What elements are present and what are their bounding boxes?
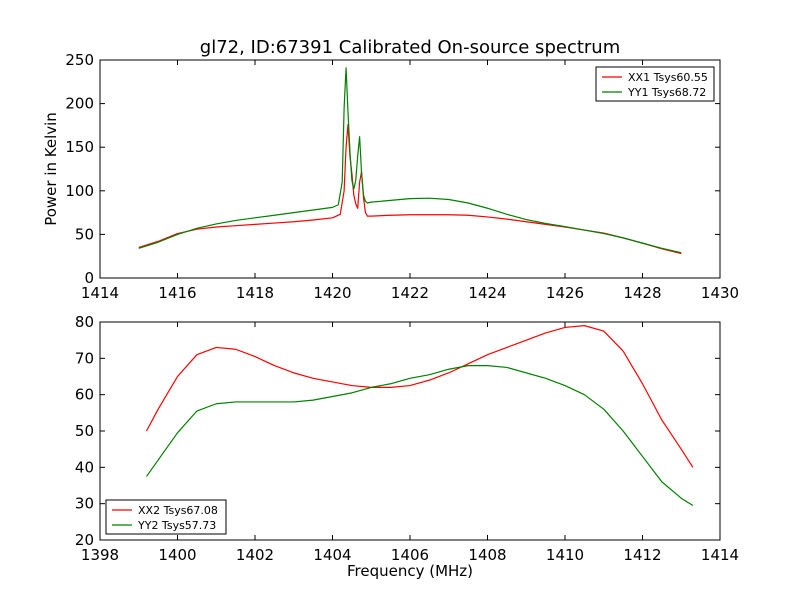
y-tick-label: 80 [75,313,94,331]
y-tick-label: 20 [75,531,94,549]
x-axis-label: Frequency (MHz) [347,562,473,580]
y-tick-label: 250 [65,51,94,69]
y-tick-label: 100 [65,182,94,200]
x-tick-label: 1426 [546,284,584,302]
series-line-red [145,325,694,468]
bottom-panel-xx2-yy2: 1398 1400 1402 1404 1406 1408 1410 1412 1414 20 30… [75,313,739,580]
y-tick-label: 150 [65,138,94,156]
top-panel-xx1-yy1: 1414 1416 1418 1420 1422 1424 1426 1428 1430 0 50 1… [42,51,739,302]
y-tick-label: 200 [65,95,94,113]
y-tick-label: 0 [84,269,94,287]
x-tick-label: 1404 [313,546,351,564]
y-tick-label: 50 [75,225,94,243]
y-tick-label: 70 [75,349,94,367]
x-tick-label: 1408 [468,546,506,564]
x-tick-label: 1414 [701,546,739,564]
x-tick-label: 1420 [313,284,351,302]
series-line-green [138,67,682,254]
x-tick-label: 1418 [236,284,274,302]
x-tick-label: 1402 [236,546,274,564]
x-tick-label: 1422 [391,284,429,302]
y-tick-label: 60 [75,386,94,404]
legend-entry-label: XX2 Tsys67.08 [138,504,218,517]
series-line-green [146,365,694,506]
legend-entry-label: XX1 Tsys60.55 [628,71,708,84]
legend: XX1 Tsys60.55 YY1 Tsys68.72 [595,66,715,102]
x-tick-label: 1412 [623,546,661,564]
figure-title: gl72, ID:67391 Calibrated On-source spec… [200,37,620,58]
x-tick-label: 1406 [391,546,429,564]
x-tick-label: 1430 [701,284,739,302]
legend-box [595,66,715,102]
y-tick-label: 30 [75,495,94,513]
y-tick-label: 50 [75,422,94,440]
x-tick-label: 1410 [546,546,584,564]
series-line-red [138,123,682,255]
legend-entry-label: YY1 Tsys68.72 [627,86,706,99]
legend: XX2 Tsys67.08 YY2 Tsys57.73 [105,499,227,535]
y-axis-label: Power in Kelvin [42,112,60,226]
legend-entry-label: YY2 Tsys57.73 [137,519,216,532]
legend-box [105,499,227,535]
x-tick-label: 1398 [81,546,119,564]
x-tick-label: 1416 [158,284,196,302]
x-tick-label: 1414 [81,284,119,302]
x-tick-label: 1424 [468,284,506,302]
y-tick-label: 40 [75,458,94,476]
x-tick-label: 1400 [158,546,196,564]
x-tick-label: 1428 [623,284,661,302]
